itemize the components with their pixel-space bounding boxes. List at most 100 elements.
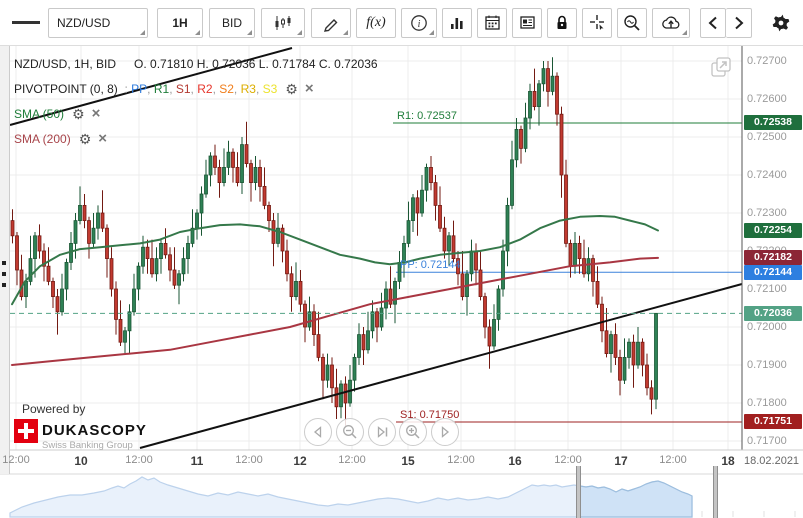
calendar-icon bbox=[484, 15, 500, 30]
pivot-level-label: S1 bbox=[175, 81, 191, 96]
pencil-icon bbox=[323, 18, 338, 32]
price-tick-label: 0.72500 bbox=[747, 131, 787, 143]
powered-by-text: Powered by bbox=[22, 402, 86, 416]
price-side-select[interactable]: BID bbox=[209, 7, 255, 38]
price-tick-label: 0.71700 bbox=[747, 435, 787, 447]
pivot-level-label: R3 bbox=[240, 81, 256, 96]
triangle-left-icon bbox=[313, 426, 322, 438]
indicators-button[interactable]: f(x) bbox=[356, 7, 396, 38]
time-tick-label: 11 bbox=[190, 454, 204, 468]
time-tick-label: 12:00 bbox=[554, 454, 582, 466]
price-badge: 0.72254 bbox=[744, 222, 802, 238]
pivot-separator: : bbox=[117, 81, 132, 96]
pan-right-button[interactable] bbox=[431, 418, 459, 446]
chevron-left-icon bbox=[708, 16, 717, 29]
chart-legend: NZD/USD, 1H, BID O. 0.71810 H. 0.72036 L… bbox=[14, 51, 378, 151]
axis-date-label: 18.02.2021 bbox=[744, 455, 800, 467]
time-tick-label: 12:00 bbox=[338, 454, 366, 466]
cloud-upload-icon bbox=[662, 15, 680, 29]
zoom-in-button[interactable] bbox=[399, 418, 427, 446]
price-tick-label: 0.72400 bbox=[747, 169, 787, 181]
panel-splitter[interactable] bbox=[0, 46, 10, 474]
volume-button[interactable] bbox=[442, 7, 472, 38]
draw-tools-button[interactable] bbox=[311, 7, 351, 38]
pivot-remove-button[interactable]: × bbox=[304, 80, 314, 97]
go-to-latest-button[interactable] bbox=[368, 418, 396, 446]
time-tick-label: 12:00 bbox=[659, 454, 687, 466]
sma50-settings-button[interactable]: ⚙ bbox=[72, 105, 85, 122]
symbol-label: NZD/USD bbox=[57, 15, 111, 30]
time-tick-label: 16 bbox=[508, 454, 522, 468]
lock-button[interactable] bbox=[547, 7, 577, 38]
menu-icon[interactable] bbox=[12, 7, 40, 38]
pivot-settings-button[interactable]: ⚙ bbox=[285, 80, 298, 97]
pivot-level-label: PP bbox=[131, 81, 148, 96]
news-button[interactable] bbox=[512, 7, 542, 38]
news-icon bbox=[519, 16, 535, 29]
crosshair-icon bbox=[589, 15, 604, 30]
info-button[interactable]: i bbox=[401, 7, 437, 38]
price-tick-label: 0.72600 bbox=[747, 93, 787, 105]
pivot-level-label: S2 bbox=[219, 81, 234, 96]
time-tick-label: 10 bbox=[74, 454, 88, 468]
sma200-settings-button[interactable]: ⚙ bbox=[78, 130, 92, 147]
price-tick-label: 0.72300 bbox=[747, 207, 787, 219]
pivot-line-label: R1: 0.72537 bbox=[397, 109, 457, 122]
pivot-indicator-label: PIVOTPOINT (0, 8) bbox=[14, 81, 118, 96]
crosshair-button[interactable] bbox=[582, 7, 612, 38]
price-tick-label: 0.72000 bbox=[747, 321, 787, 333]
price-badge: 0.72182 bbox=[744, 250, 802, 266]
dukascopy-logo-icon bbox=[14, 419, 38, 443]
export-button[interactable] bbox=[652, 7, 690, 38]
brand-tagline: Swiss Banking Group bbox=[42, 440, 133, 451]
sma50-remove-button[interactable]: × bbox=[91, 105, 101, 122]
info-icon: i bbox=[411, 14, 427, 31]
sma200-remove-button[interactable]: × bbox=[98, 130, 108, 147]
timeframe-select[interactable]: 1H bbox=[157, 7, 203, 38]
time-tick-label: 17 bbox=[614, 454, 628, 468]
time-tick-label: 12:00 bbox=[235, 454, 263, 466]
pivot-level-label: R2 bbox=[197, 81, 213, 96]
magnifier-plus-icon bbox=[406, 425, 420, 439]
timeframe-label: 1H bbox=[172, 15, 188, 30]
pivot-levels: PP, R1, S1, R2, S2, R3, S3 bbox=[131, 81, 278, 96]
time-tick-label: 15 bbox=[401, 454, 415, 468]
price-badge: 0.71751 bbox=[744, 414, 802, 430]
open-in-window-icon bbox=[711, 57, 731, 77]
toolbar: NZD/USD 1H BID f(x) i bbox=[0, 0, 803, 46]
price-tick-label: 0.72100 bbox=[747, 283, 787, 295]
zoom-out-button[interactable] bbox=[336, 418, 364, 446]
time-tick-label: 12:00 bbox=[447, 454, 475, 466]
volume-bars-icon bbox=[451, 17, 463, 29]
calendar-button[interactable] bbox=[477, 7, 507, 38]
navigator-right-handle[interactable] bbox=[713, 466, 718, 518]
time-tick-label: 12:00 bbox=[2, 454, 30, 466]
symbol-select[interactable]: NZD/USD bbox=[48, 7, 148, 38]
time-tick-label: 12:00 bbox=[125, 454, 153, 466]
price-badge: 0.72144 bbox=[744, 264, 802, 280]
sma50-label: SMA (50) bbox=[14, 106, 65, 121]
triangle-right-icon bbox=[441, 426, 450, 438]
navigator-left-handle[interactable] bbox=[576, 466, 581, 518]
detach-chart-button[interactable] bbox=[706, 52, 736, 82]
svg-text:i: i bbox=[418, 19, 421, 30]
pan-back-button[interactable] bbox=[700, 7, 726, 38]
gear-icon bbox=[772, 14, 790, 31]
settings-button[interactable] bbox=[768, 7, 794, 38]
price-tick-label: 0.72700 bbox=[747, 55, 787, 67]
chevron-right-icon bbox=[734, 16, 743, 29]
price-badge: 0.72538 bbox=[744, 115, 802, 131]
zoom-button[interactable] bbox=[617, 7, 647, 38]
brand-name: DUKASCOPY bbox=[42, 422, 147, 439]
zoom-wave-icon bbox=[624, 14, 640, 31]
price-side-label: BID bbox=[221, 15, 242, 30]
pan-left-button[interactable] bbox=[304, 418, 332, 446]
powered-by-block: Powered by DUKASCOPY Swiss Banking Group bbox=[14, 402, 147, 451]
candlestick-icon bbox=[275, 15, 291, 30]
time-tick-label: 12 bbox=[293, 454, 307, 468]
chart-type-button[interactable] bbox=[261, 7, 305, 38]
pan-forward-button[interactable] bbox=[726, 7, 752, 38]
pivot-level-label: R1 bbox=[153, 81, 170, 96]
